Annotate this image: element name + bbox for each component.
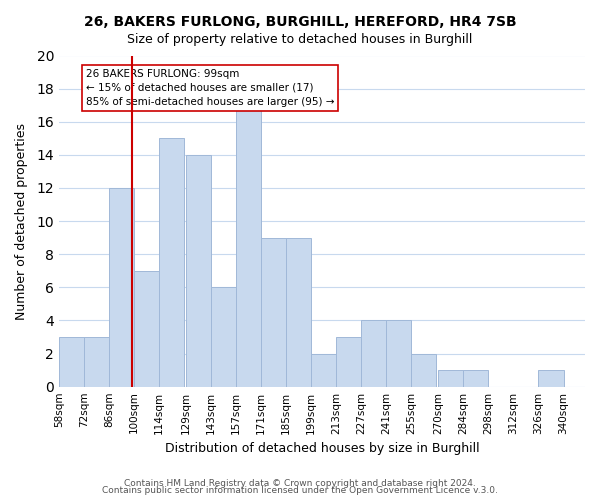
Bar (463, 370, 488, 386)
Bar (109, 188, 134, 386)
Y-axis label: Number of detached properties: Number of detached properties (15, 122, 28, 320)
Bar (84, 337, 109, 386)
Bar (236, 105, 261, 386)
Text: 26, BAKERS FURLONG, BURGHILL, HEREFORD, HR4 7SB: 26, BAKERS FURLONG, BURGHILL, HEREFORD, … (83, 15, 517, 29)
Text: 26 BAKERS FURLONG: 99sqm
← 15% of detached houses are smaller (17)
85% of semi-d: 26 BAKERS FURLONG: 99sqm ← 15% of detach… (86, 68, 334, 106)
Text: Size of property relative to detached houses in Burghill: Size of property relative to detached ho… (127, 32, 473, 46)
Bar (186, 155, 211, 386)
Bar (261, 238, 286, 386)
Bar (134, 271, 159, 386)
Bar (59, 337, 84, 386)
Bar (412, 354, 436, 386)
Text: Contains public sector information licensed under the Open Government Licence v.: Contains public sector information licen… (102, 486, 498, 495)
Bar (159, 138, 184, 386)
Bar (361, 320, 386, 386)
Bar (311, 354, 336, 386)
Bar (211, 288, 236, 386)
Bar (538, 370, 563, 386)
Bar (438, 370, 463, 386)
Bar (336, 337, 361, 386)
Text: Contains HM Land Registry data © Crown copyright and database right 2024.: Contains HM Land Registry data © Crown c… (124, 478, 476, 488)
Bar (286, 238, 311, 386)
Bar (386, 320, 412, 386)
X-axis label: Distribution of detached houses by size in Burghill: Distribution of detached houses by size … (164, 442, 479, 455)
